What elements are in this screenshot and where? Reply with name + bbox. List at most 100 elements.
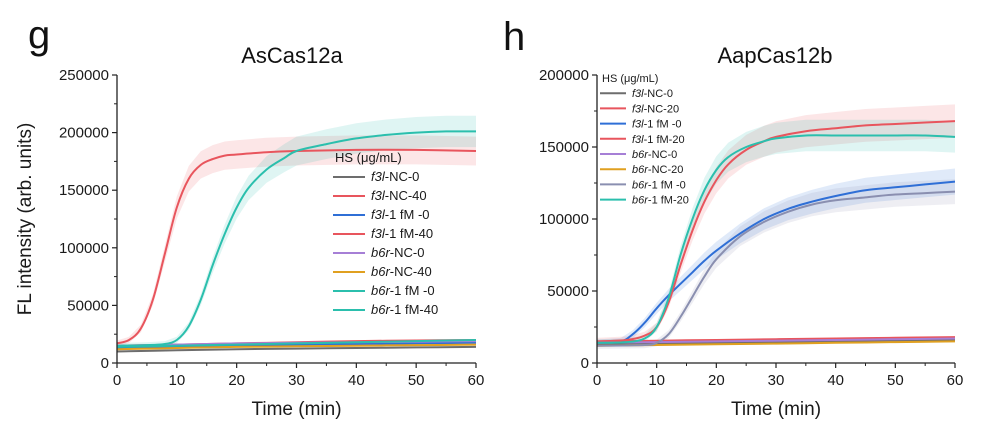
chart-panel-h: h AapCas12b 0 10 20 30 40 50 60 0 50000 100000 15000…: [503, 15, 963, 420]
series-line-1: [597, 336, 955, 343]
legend-entry-italic: b6r: [371, 302, 390, 317]
series-band-7: [597, 119, 955, 347]
y-tick-label: 150000: [59, 182, 109, 199]
series-line-2: [117, 341, 476, 349]
y-tick-label: 150000: [539, 139, 589, 156]
legend-entry-italic: b6r: [632, 179, 649, 191]
y-tick-label: 250000: [59, 67, 109, 84]
x-tick-label: 30: [768, 372, 785, 389]
x-tick-label: 40: [348, 372, 365, 389]
legend-entry-italic: b6r: [371, 283, 390, 298]
plot-area: [117, 115, 476, 353]
legend-entry-italic: b6r: [632, 149, 649, 161]
x-tick-label: 50: [408, 372, 425, 389]
legend-entry: f3l-NC-0: [632, 88, 673, 100]
legend-entry-italic: f3l: [632, 103, 644, 115]
y-tick-label: 50000: [547, 283, 589, 300]
legend-entry: f3l-1 fM-40: [371, 226, 433, 241]
legend-entry: f3l-1 fM-20: [632, 134, 685, 146]
legend-entry: b6r-1 fM-40: [371, 302, 438, 317]
legend-entry: f3l-NC-40: [371, 188, 427, 203]
y-tick-label: 100000: [59, 240, 109, 257]
x-tick-label: 50: [887, 372, 904, 389]
legend-title: HS (μg/mL): [602, 73, 658, 85]
legend-entry-italic: f3l: [632, 119, 644, 131]
y-tick-label: 200000: [59, 125, 109, 142]
legend-entry-suffix: -1 fM -0: [390, 283, 435, 298]
legend-entry-suffix: -1 fM-40: [385, 226, 433, 241]
legend-entry-italic: f3l: [371, 207, 386, 222]
x-tick-label: 30: [288, 372, 305, 389]
legend-entry: f3l-NC-20: [632, 103, 679, 115]
legend-entry-suffix: -NC-20: [648, 164, 683, 176]
legend-entry: b6r-NC-0: [632, 149, 677, 161]
series-line-6: [117, 339, 476, 348]
series-line-7: [117, 130, 476, 347]
legend-entry-italic: b6r: [371, 245, 390, 260]
x-tick-label: 20: [228, 372, 245, 389]
y-tick-label: 0: [101, 355, 109, 372]
legend-entry: b6r-1 fM-20: [632, 195, 689, 207]
panel-letter: h: [503, 15, 525, 59]
legend-entry: b6r-NC-20: [632, 164, 683, 176]
legend-entry-suffix: -NC-0: [385, 169, 420, 184]
legend-entry: f3l-1 fM -0: [371, 207, 430, 222]
series-line-2: [597, 180, 955, 344]
series-line-3: [117, 148, 476, 345]
chart-panel-g: g AsCas12a 0 10 20 30 40 50 60 0 50000 100000 150000…: [15, 13, 484, 420]
legend-entry: b6r-1 fM -0: [632, 179, 686, 191]
y-axis-title: FL intensity (arb. units): [15, 123, 36, 316]
legend-entry-suffix: -NC-0: [648, 149, 677, 161]
legend-entry-italic: f3l: [371, 188, 386, 203]
x-axis-title: Time (min): [251, 399, 341, 420]
series-band-7: [117, 115, 476, 349]
x-axis-title: Time (min): [731, 399, 821, 420]
legend-entry-suffix: -1 fM-20: [648, 195, 689, 207]
x-tick-label: 10: [648, 372, 665, 389]
y-tick-label: 200000: [539, 67, 589, 84]
x-tick-label: 40: [827, 372, 844, 389]
legend-entry-suffix: -1 fM-20: [644, 134, 685, 146]
series-band-2: [597, 168, 955, 347]
panel-letter: g: [28, 13, 50, 57]
legend-entry-suffix: -NC-0: [644, 88, 673, 100]
y-tick-label: 100000: [539, 211, 589, 228]
legend-entry-italic: b6r: [632, 164, 649, 176]
legend-entry-italic: f3l: [632, 88, 644, 100]
legend-entry-suffix: -NC-0: [390, 245, 425, 260]
series-line-6: [597, 190, 955, 347]
legend-entry-suffix: -NC-20: [644, 103, 679, 115]
legend-entry-suffix: -1 fM-40: [390, 302, 438, 317]
x-tick-label: 0: [593, 372, 601, 389]
legend-entry-italic: f3l: [371, 226, 386, 241]
legend-entry-suffix: -1 fM -0: [385, 207, 430, 222]
x-tick-label: 10: [168, 372, 185, 389]
legend-title: HS (μg/mL): [335, 150, 402, 165]
legend-entry: b6r-1 fM -0: [371, 283, 435, 298]
legend-entry-suffix: -NC-40: [390, 264, 432, 279]
series-line-5: [597, 340, 955, 347]
chart-title: AsCas12a: [241, 43, 343, 68]
legend-entry: f3l-1 fM -0: [632, 119, 682, 131]
y-tick-label: 50000: [67, 297, 109, 314]
legend-entry-italic: f3l: [371, 169, 386, 184]
legend-entry: b6r-NC-0: [371, 245, 424, 260]
x-tick-label: 60: [947, 372, 964, 389]
legend-entry-italic: f3l: [632, 134, 644, 146]
y-tick-label: 0: [581, 355, 589, 372]
legend-entry-suffix: -1 fM -0: [644, 119, 682, 131]
legend-entry: b6r-NC-40: [371, 264, 432, 279]
x-tick-label: 20: [708, 372, 725, 389]
series-band-3: [597, 104, 955, 345]
plot-area: [597, 104, 955, 349]
series-line-0: [117, 345, 476, 353]
legend-entry-suffix: -NC-40: [385, 188, 427, 203]
legend-entry-italic: b6r: [632, 195, 649, 207]
series-line-7: [597, 134, 955, 344]
chart-title: AapCas12b: [718, 43, 833, 68]
legend-entry-suffix: -1 fM -0: [648, 179, 686, 191]
legend-entry-italic: b6r: [371, 264, 390, 279]
legend-entry: f3l-NC-0: [371, 169, 419, 184]
